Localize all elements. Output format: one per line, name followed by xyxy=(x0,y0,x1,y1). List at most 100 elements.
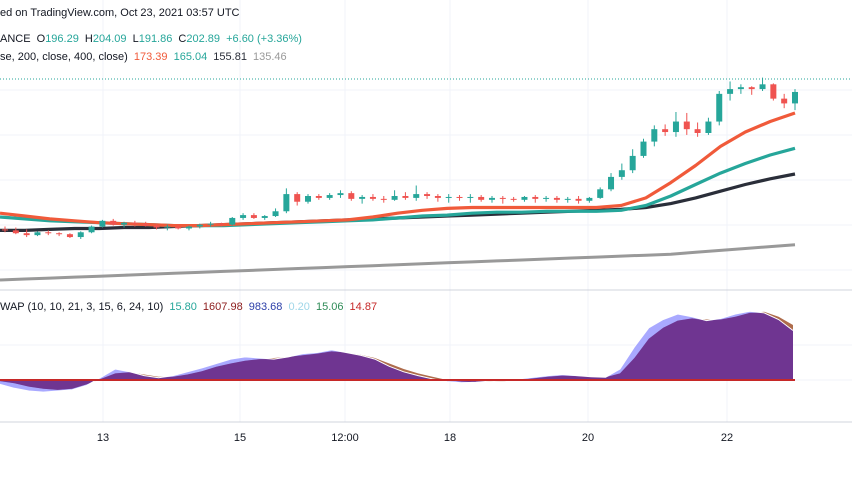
osc-main-area xyxy=(0,311,793,393)
ma-value-1: 173.39 xyxy=(133,51,168,63)
ohlc-legend: ANCE O196.29 H204.09 L191.86 C202.89 +6.… xyxy=(0,33,305,45)
candle-body xyxy=(629,155,636,171)
candle-body xyxy=(337,193,344,196)
candle-body xyxy=(521,196,528,200)
change-value: +6.60 (+3.36%) xyxy=(226,33,302,45)
open-value: 196.29 xyxy=(45,33,79,45)
ma-value-3: 155.81 xyxy=(213,51,247,63)
candle-body xyxy=(261,216,268,218)
candle-body xyxy=(391,196,398,200)
symbol-suffix: ANCE xyxy=(0,33,31,45)
candle-body xyxy=(564,198,571,200)
osc-value-1: 15.80 xyxy=(169,301,197,313)
candle-body xyxy=(672,121,679,133)
candle-body xyxy=(488,197,495,200)
ma-params: se, 200, close, 400, close) xyxy=(0,51,128,63)
candle-body xyxy=(499,197,506,199)
osc-value-2: 1607.98 xyxy=(202,301,243,313)
candle-body xyxy=(207,223,214,225)
candle-body xyxy=(315,196,322,198)
candle-body xyxy=(402,196,409,198)
candle-body xyxy=(748,87,755,90)
candle-body xyxy=(164,226,171,228)
candle-body xyxy=(510,198,517,200)
candle-body xyxy=(770,84,777,99)
candle-body xyxy=(369,196,376,199)
candle-body xyxy=(543,197,550,199)
candle-body xyxy=(727,89,734,94)
candle-body xyxy=(175,226,182,229)
candle-body xyxy=(380,198,387,200)
osc-value-4: 0.20 xyxy=(288,301,310,313)
moving-averages xyxy=(0,111,796,282)
candle-body xyxy=(434,196,441,198)
candle-body xyxy=(759,84,766,90)
candle-body xyxy=(553,197,560,200)
osc-main-line xyxy=(0,310,794,393)
candle-body xyxy=(608,176,615,190)
candle-body xyxy=(305,196,312,202)
x-axis: 13 15 12:00 18 20 22 xyxy=(97,432,733,444)
candle-body xyxy=(683,121,690,130)
ma-line-ma4 xyxy=(0,243,796,282)
ma-value-4: 135.46 xyxy=(253,51,287,63)
candle-body xyxy=(2,229,8,231)
candle-body xyxy=(575,198,582,201)
candle-body xyxy=(121,222,128,225)
osc-legend: WAP (10, 10, 21, 3, 15, 6, 24, 10) 15.80… xyxy=(0,301,380,313)
candle-body xyxy=(250,215,257,218)
osc-value-5: 15.06 xyxy=(315,301,344,313)
candle-body xyxy=(694,129,701,133)
open-label: O xyxy=(36,33,46,45)
candle-body xyxy=(618,170,625,177)
candle-body xyxy=(413,194,420,198)
candle-body xyxy=(131,222,138,224)
candle-body xyxy=(467,196,474,198)
high-value: 204.09 xyxy=(92,33,127,45)
x-tick-label: 13 xyxy=(97,432,109,444)
osc-params: WAP (10, 10, 21, 3, 15, 6, 24, 10) xyxy=(0,301,164,313)
candle-body xyxy=(153,225,160,228)
x-tick-label: 12:00 xyxy=(331,432,359,444)
candle-body xyxy=(792,91,798,104)
candle-body xyxy=(651,129,658,142)
candle-body xyxy=(218,223,225,225)
low-label: L xyxy=(132,33,139,45)
candle-body xyxy=(586,197,593,201)
candle-body xyxy=(597,189,604,198)
candle-body xyxy=(196,224,203,227)
ma-legend: se, 200, close, 400, close) 173.39 165.0… xyxy=(0,51,290,63)
candle-body xyxy=(478,196,485,200)
low-value: 191.86 xyxy=(138,33,173,45)
candle-body xyxy=(142,223,149,226)
candle-body xyxy=(99,220,106,227)
candle-body xyxy=(77,232,84,238)
candle-body xyxy=(456,196,463,198)
osc-overlap-area xyxy=(0,312,793,390)
candles xyxy=(2,77,798,239)
candle-body xyxy=(88,226,95,233)
candle-body xyxy=(424,194,431,196)
candle-body xyxy=(45,232,52,234)
high-label: H xyxy=(84,33,93,45)
osc-value-3: 983.68 xyxy=(248,301,283,313)
candle-body xyxy=(294,194,301,202)
publish-text: ed on TradingView.com, Oct 23, 2021 03:5… xyxy=(0,7,240,19)
x-tick-label: 20 xyxy=(582,432,594,444)
candle-body xyxy=(348,193,355,199)
publish-info: ed on TradingView.com, Oct 23, 2021 03:5… xyxy=(0,7,243,19)
close-label: C xyxy=(178,33,187,45)
x-tick-label: 18 xyxy=(444,432,456,444)
candle-body xyxy=(66,234,73,238)
candle-body xyxy=(240,215,247,218)
candle-body xyxy=(326,195,333,198)
osc-value-6: 14.87 xyxy=(349,301,378,313)
candle-body xyxy=(445,196,452,198)
candle-body xyxy=(185,226,192,229)
candle-body xyxy=(737,87,744,90)
ma-value-2: 165.04 xyxy=(173,51,208,63)
candle-body xyxy=(272,211,279,217)
close-value: 202.89 xyxy=(186,33,221,45)
candle-body xyxy=(640,141,647,156)
